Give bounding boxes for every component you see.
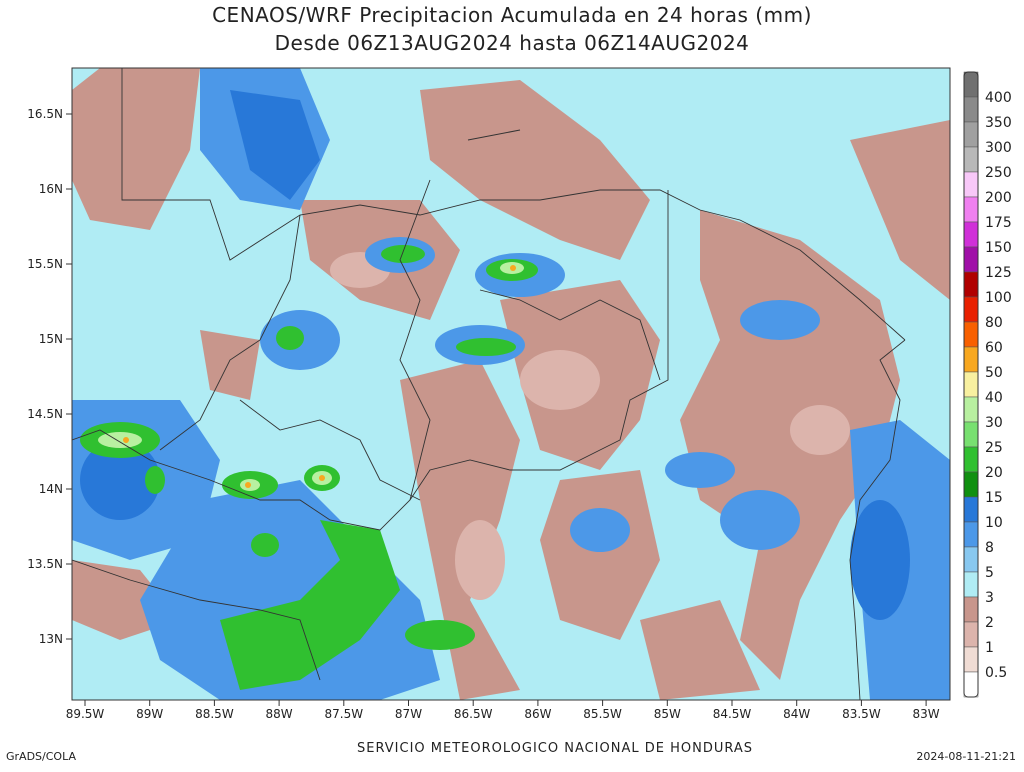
- heavier-rain-areas: [80, 90, 910, 620]
- lon-label: 88W: [266, 707, 293, 721]
- colorbar-label: 175: [985, 215, 1012, 231]
- lat-label: 14.5N: [27, 407, 63, 421]
- colorbar-label: 250: [985, 165, 1012, 181]
- colorbar-label: 150: [985, 240, 1012, 256]
- colorbar-swatch: [963, 671, 979, 698]
- colorbar-swatch: [963, 321, 979, 348]
- lon-label: 85W: [654, 707, 681, 721]
- lon-label: 86W: [524, 707, 551, 721]
- lon-label: 83.5W: [842, 707, 881, 721]
- colorbar-swatch: [963, 171, 979, 198]
- lat-label: 15.5N: [27, 257, 63, 271]
- colorbar-swatch: [963, 71, 979, 98]
- island: [467, 129, 521, 141]
- colorbar-swatch: [963, 221, 979, 248]
- lon-label: 84W: [783, 707, 810, 721]
- colorbar-label: 100: [985, 290, 1012, 306]
- colorbar-swatch: [963, 271, 979, 298]
- colorbar-swatch: [963, 596, 979, 623]
- footer-left: GrADS/COLA: [6, 750, 76, 763]
- colorbar-label: 3: [985, 590, 994, 606]
- colorbar-label: 2: [985, 615, 994, 631]
- lon-label: 88.5W: [195, 707, 234, 721]
- lat-label: 15N: [39, 332, 63, 346]
- colorbar-label: 50: [985, 365, 1003, 381]
- lon-label: 86.5W: [454, 707, 493, 721]
- colorbar-label: 80: [985, 315, 1003, 331]
- footer-right: 2024-08-11-21:21: [916, 750, 1016, 763]
- title: CENAOS/WRF Precipitacion Acumulada en 24…: [212, 3, 812, 27]
- colorbar-label: 0.5: [985, 665, 1007, 681]
- lat-label: 13N: [39, 632, 63, 646]
- lon-label: 87.5W: [325, 707, 364, 721]
- colorbar-label: 25: [985, 440, 1003, 456]
- colorbar-label: 350: [985, 115, 1012, 131]
- lat-label: 16N: [39, 182, 63, 196]
- colorbar-swatch: [963, 446, 979, 473]
- colorbar-swatch: [963, 296, 979, 323]
- colorbar-label: 8: [985, 540, 994, 556]
- colorbar-label: 30: [985, 415, 1003, 431]
- colorbar-label: 300: [985, 140, 1012, 156]
- colorbar-label: 200: [985, 190, 1012, 206]
- colorbar-swatch: [963, 396, 979, 423]
- subtitle: Desde 06Z13AUG2024 hasta 06Z14AUG2024: [275, 31, 750, 55]
- colorbar-swatch: [963, 371, 979, 398]
- lon-label: 87W: [395, 707, 422, 721]
- lon-label: 83W: [913, 707, 940, 721]
- colorbar-swatch: [963, 646, 979, 673]
- colorbar-swatch: [963, 471, 979, 498]
- colorbar-swatch: [963, 521, 979, 548]
- colorbar-label: 400: [985, 90, 1012, 106]
- lon-label: 84.5W: [713, 707, 752, 721]
- lat-label: 14N: [39, 482, 63, 496]
- colorbar-swatch: [963, 546, 979, 573]
- colorbar-frame: [963, 71, 979, 698]
- colorbar-label: 60: [985, 340, 1003, 356]
- colorbar-swatch: [963, 421, 979, 448]
- colorbar-label: 20: [985, 465, 1003, 481]
- lat-label: 16.5N: [27, 107, 63, 121]
- colorbar-label: 5: [985, 565, 994, 581]
- colorbar-swatch: [963, 121, 979, 148]
- colorbar-label: 10: [985, 515, 1003, 531]
- footer-center: SERVICIO METEOROLOGICO NACIONAL DE HONDU…: [357, 741, 753, 756]
- colorbar-label: 125: [985, 265, 1012, 281]
- light-rain-areas: [72, 68, 950, 700]
- colorbar-swatch: [963, 146, 979, 173]
- colorbar-label: 15: [985, 490, 1003, 506]
- colorbar-swatch: [963, 496, 979, 523]
- lon-label: 89W: [136, 707, 163, 721]
- colorbar-swatch: [963, 571, 979, 598]
- precip-field: [72, 68, 950, 700]
- lon-label: 89.5W: [66, 707, 105, 721]
- colorbar-label: 1: [985, 640, 994, 656]
- lat-label: 13.5N: [27, 557, 63, 571]
- colorbar-label: 40: [985, 390, 1003, 406]
- colorbar-swatch: [963, 346, 979, 373]
- lighter-areas: [330, 252, 850, 600]
- peak-points: [123, 265, 516, 488]
- colorbar-swatch: [963, 246, 979, 273]
- colorbar-swatch: [963, 621, 979, 648]
- lon-label: 85.5W: [583, 707, 622, 721]
- colorbar-swatch: [963, 196, 979, 223]
- borders: [72, 68, 906, 700]
- map-frame: [71, 67, 951, 701]
- colorbar-swatch: [963, 96, 979, 123]
